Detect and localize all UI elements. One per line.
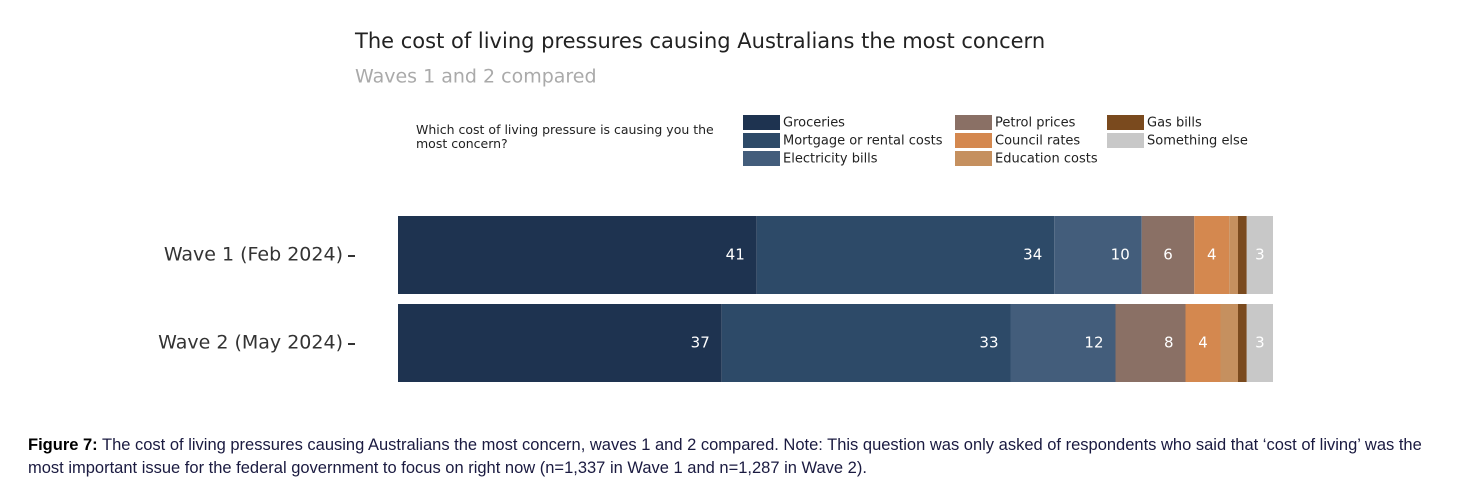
- y-tick-label: Wave 1 (Feb 2024): [164, 244, 343, 266]
- value-label: 3: [1255, 334, 1265, 352]
- legend-swatch: [955, 115, 992, 130]
- caption-text: The cost of living pressures causing Aus…: [28, 436, 1422, 477]
- bar-segment: [1185, 304, 1221, 382]
- legend-label: Gas bills: [1147, 116, 1202, 131]
- value-label: 10: [1111, 246, 1130, 264]
- bar-segment: [1194, 216, 1230, 294]
- legend-title: Which cost of living pressure is causing…: [416, 123, 714, 151]
- value-label: 4: [1198, 334, 1208, 352]
- caption: Figure 7: The cost of living pressures c…: [28, 434, 1453, 480]
- legend-label: Electricity bills: [783, 152, 878, 167]
- bar-segment: [1238, 216, 1247, 294]
- value-label: 41: [726, 246, 745, 264]
- legend-swatch: [955, 133, 992, 148]
- legend-swatch: [955, 151, 992, 166]
- bar-segment: [1054, 216, 1142, 294]
- bar-segment: [1220, 304, 1238, 382]
- y-tick-label: Wave 2 (May 2024): [158, 332, 343, 354]
- legend-label: Groceries: [783, 116, 845, 131]
- value-label: 37: [691, 334, 710, 352]
- caption-label: Figure 7:: [28, 436, 98, 454]
- legend-swatch: [1107, 133, 1144, 148]
- bar-segment: [1238, 304, 1247, 382]
- value-label: 6: [1163, 246, 1173, 264]
- value-label: 12: [1084, 334, 1103, 352]
- value-label: 3: [1255, 246, 1265, 264]
- value-label: 34: [1023, 246, 1042, 264]
- chart-title: The cost of living pressures causing Aus…: [354, 29, 1045, 53]
- legend-swatch: [743, 151, 780, 166]
- bar-segment: [398, 216, 757, 294]
- chart: The cost of living pressures causing Aus…: [158, 29, 1273, 382]
- legend-label: Education costs: [995, 152, 1098, 167]
- value-label: 4: [1207, 246, 1217, 264]
- value-label: 8: [1164, 334, 1174, 352]
- bar-segment: [1246, 304, 1273, 382]
- bar-segment: [1115, 304, 1186, 382]
- legend-swatch: [743, 133, 780, 148]
- value-label: 33: [979, 334, 998, 352]
- bar-segment: [721, 304, 1011, 382]
- legend-label: Something else: [1147, 134, 1248, 149]
- legend-label: Petrol prices: [995, 116, 1076, 131]
- bar-segment: [1246, 216, 1273, 294]
- bar-segment: [1010, 304, 1116, 382]
- bar-segment: [1229, 216, 1238, 294]
- bar-segment: [756, 216, 1055, 294]
- legend-title-box: Which cost of living pressure is causing…: [416, 123, 714, 151]
- chart-subtitle: Waves 1 and 2 compared: [355, 66, 597, 88]
- bar-segment: [1141, 216, 1195, 294]
- legend-label: Mortgage or rental costs: [783, 134, 943, 149]
- bar-segment: [398, 304, 722, 382]
- legend-swatch: [1107, 115, 1144, 130]
- legend-swatch: [743, 115, 780, 130]
- legend-label: Council rates: [995, 134, 1080, 149]
